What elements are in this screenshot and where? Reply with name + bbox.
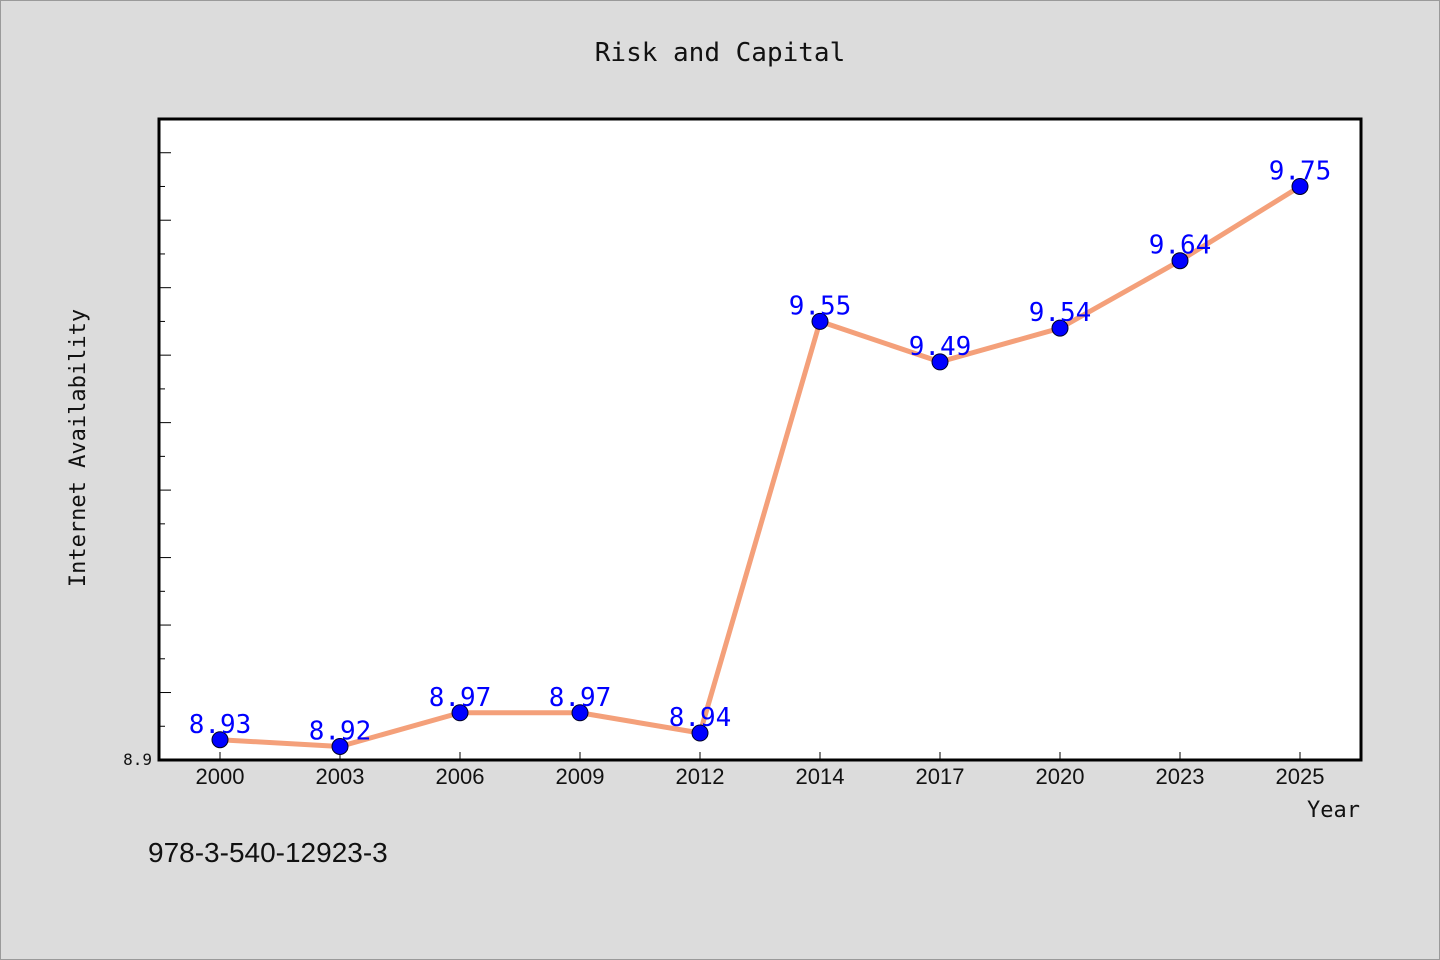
data-label: 9.55 xyxy=(789,291,852,321)
x-tick-label: 2006 xyxy=(436,764,485,789)
data-point xyxy=(1051,319,1069,337)
data-point xyxy=(691,724,709,742)
series-layer xyxy=(211,177,1309,756)
data-label: 8.92 xyxy=(309,717,372,747)
data-point xyxy=(1291,177,1309,195)
data-label: 9.64 xyxy=(1149,231,1212,261)
x-tick-label: 2017 xyxy=(916,764,965,789)
data-point xyxy=(931,353,949,371)
y-tick-label-min: 8.9 xyxy=(123,750,152,769)
data-point xyxy=(1171,252,1189,270)
data-point xyxy=(571,704,589,722)
data-labels: 8.93 8.92 8.97 8.97 8.94 9.55 9.49 9.54 9.64 9.75 xyxy=(189,156,1332,746)
data-label: 8.97 xyxy=(549,683,612,713)
data-label: 8.94 xyxy=(669,703,732,733)
x-tick-label: 2000 xyxy=(196,764,245,789)
footnote-isbn: 978-3-540-12923-3 xyxy=(148,837,388,868)
chart-title: Risk and Capital xyxy=(595,38,845,68)
x-tick-label: 2020 xyxy=(1036,764,1085,789)
data-point xyxy=(331,738,349,756)
x-axis-ticks xyxy=(219,752,1301,760)
series-line xyxy=(217,183,1303,750)
data-label: 9.75 xyxy=(1269,156,1332,186)
plot-area xyxy=(157,117,1363,762)
x-tick-label: 2003 xyxy=(316,764,365,789)
x-tick-label: 2012 xyxy=(676,764,725,789)
data-label: 8.93 xyxy=(189,710,252,740)
data-label: 9.54 xyxy=(1029,298,1092,328)
x-tick-label: 2023 xyxy=(1156,764,1205,789)
data-point xyxy=(811,312,829,330)
x-tick-labels: 2000 2003 2006 2009 2012 2014 2017 2020 2023 2025 xyxy=(196,764,1325,789)
data-label: 9.49 xyxy=(909,332,972,362)
x-tick-label: 2025 xyxy=(1276,764,1325,789)
data-label: 8.97 xyxy=(429,683,492,713)
data-point xyxy=(211,731,229,749)
x-tick-label: 2009 xyxy=(556,764,605,789)
x-tick-label: 2014 xyxy=(796,764,845,789)
y-axis-label: Internet Availability xyxy=(66,309,91,587)
data-point xyxy=(451,704,469,722)
y-axis-ticks xyxy=(159,152,171,727)
x-axis-label: Year xyxy=(1307,798,1360,823)
